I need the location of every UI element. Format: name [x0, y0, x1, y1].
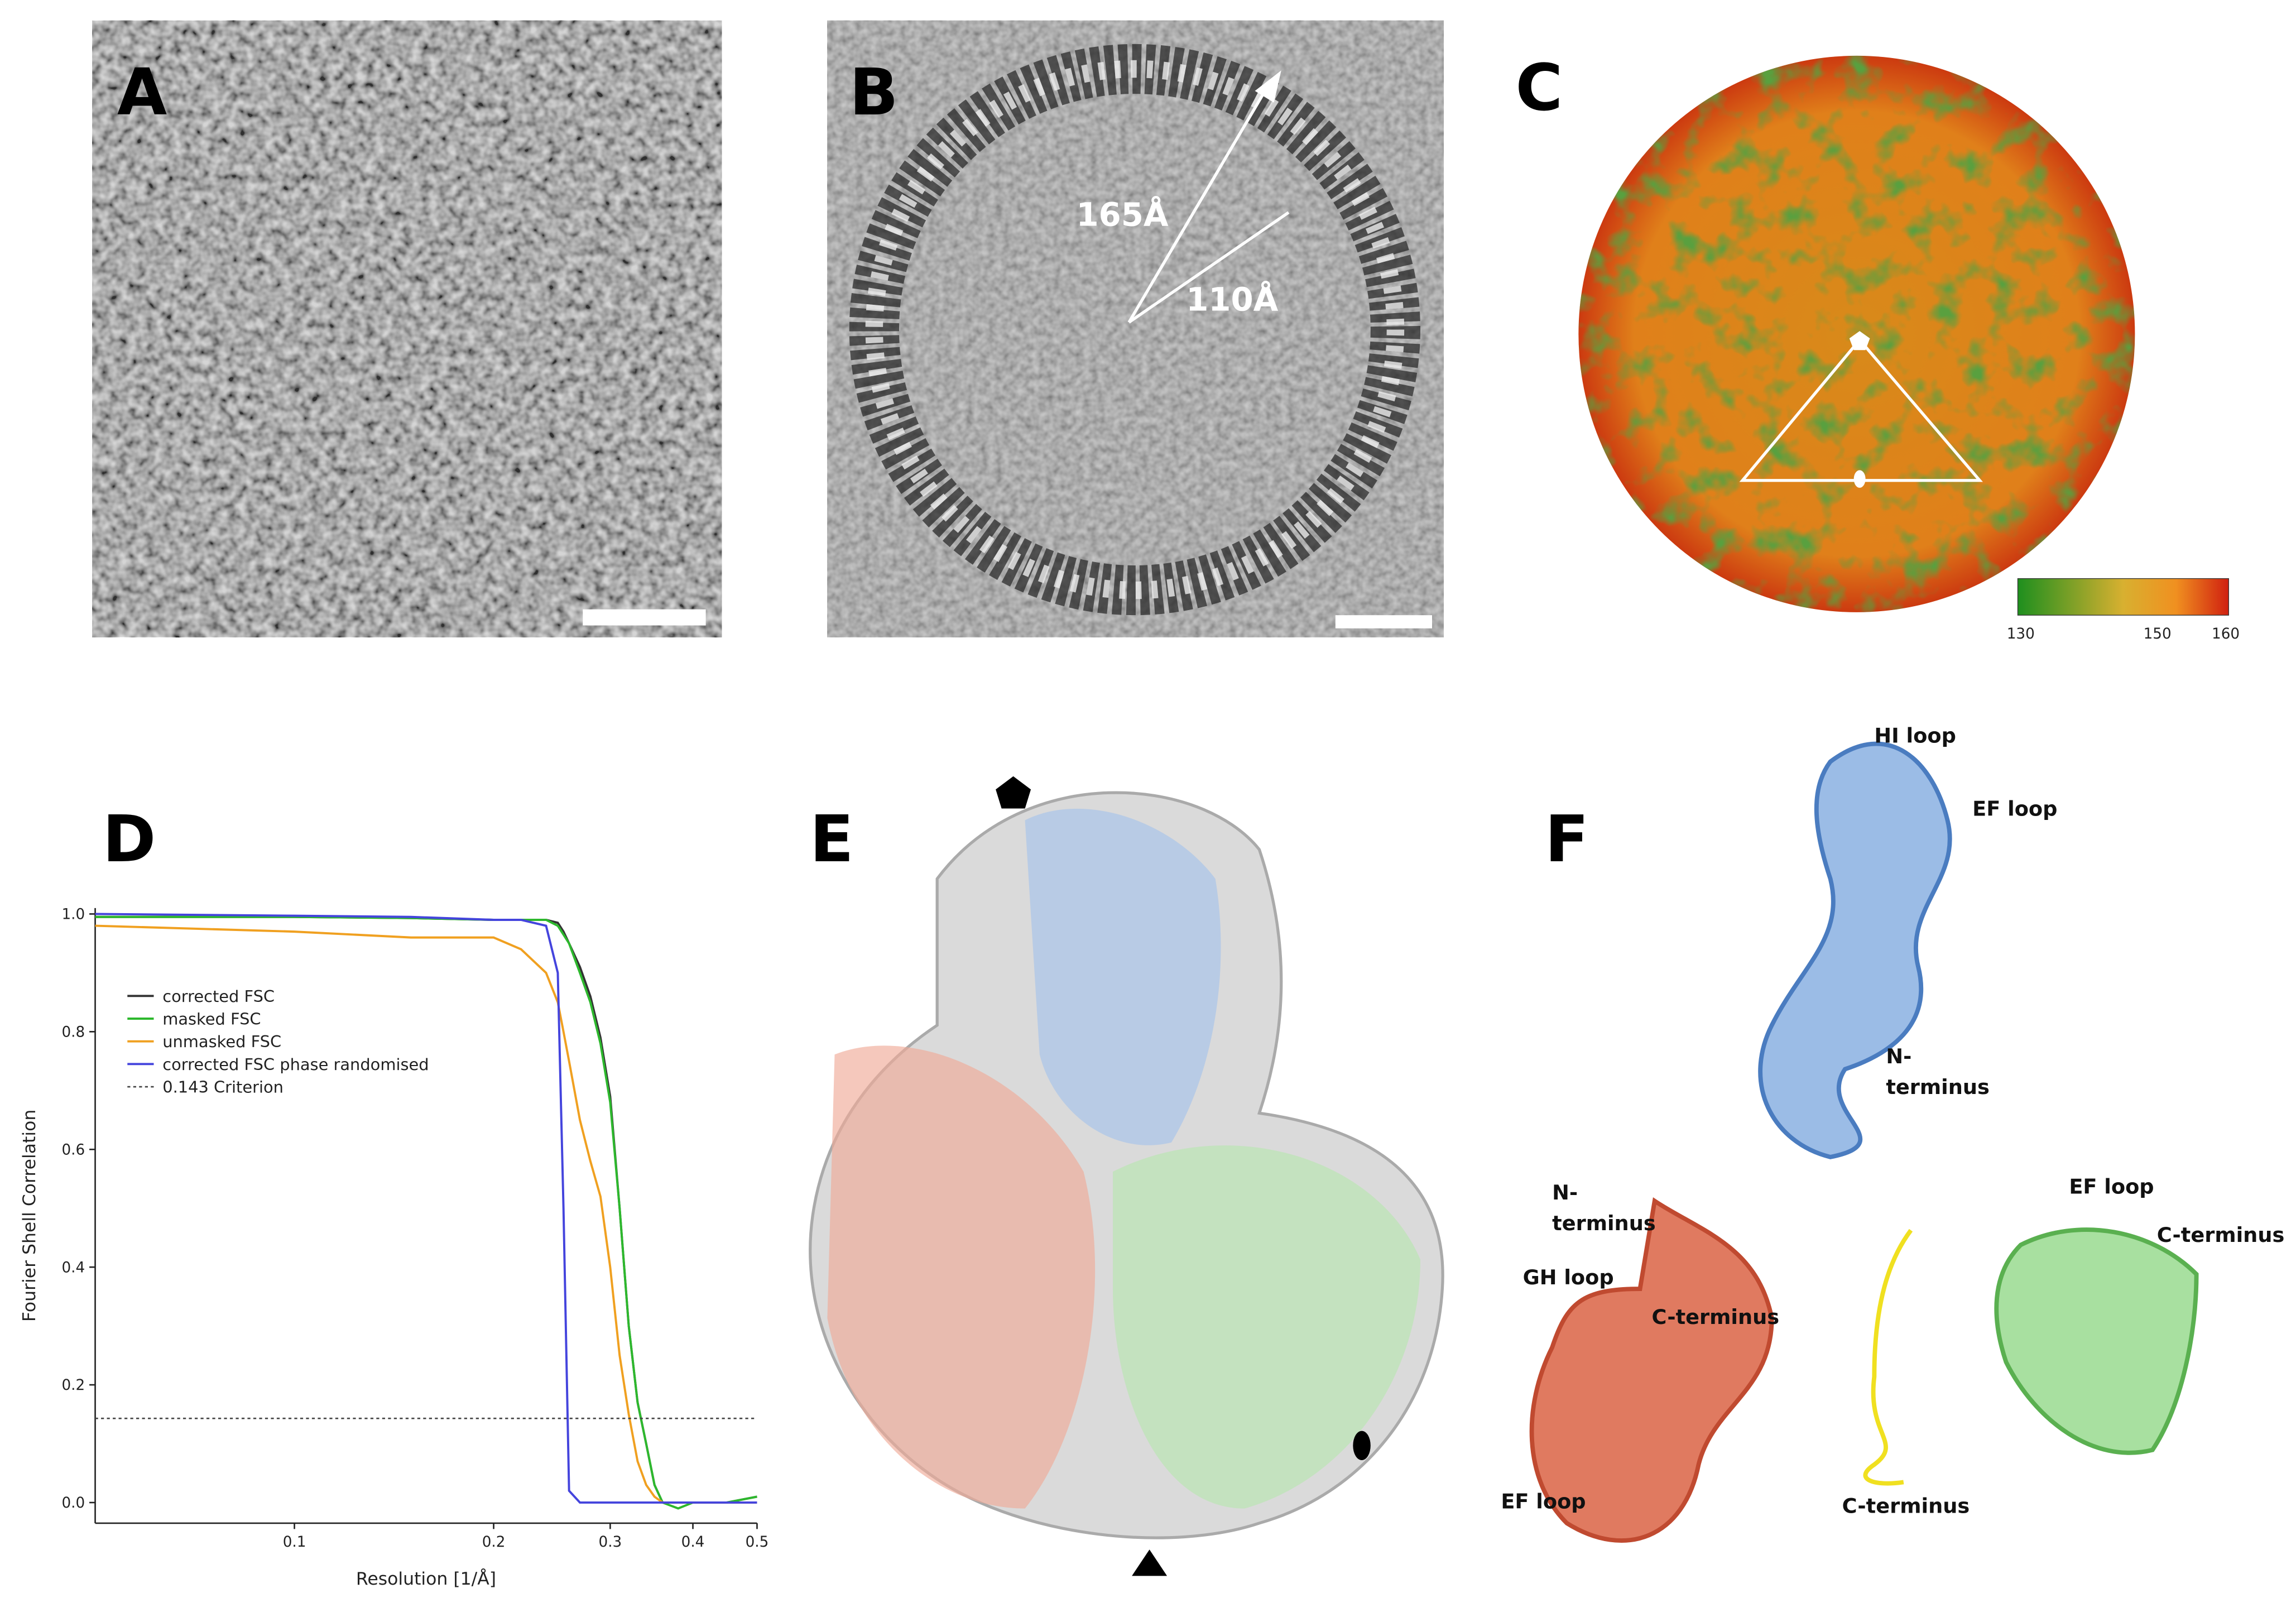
structure-annotation: C-terminus [1842, 1494, 1970, 1518]
vp2-structure [1994, 1227, 2199, 1455]
structure-annotation: HI loop [1874, 723, 1956, 747]
structure-annotation: C-terminus [2157, 1223, 2285, 1247]
panel-label: D [103, 802, 156, 877]
colorbar-tick-label: 150 [2144, 626, 2172, 642]
fivefold-symbol [996, 776, 1031, 809]
series-line [95, 913, 757, 1504]
structure-annotation: EF loop [1501, 1490, 1586, 1514]
colorbar-tick-label: 160 [2212, 626, 2240, 642]
colorbar-tick-label: 130 [2007, 626, 2035, 642]
legend-label: corrected FSC phase randomised [162, 1055, 429, 1074]
vp4-structure [1863, 1229, 1913, 1486]
y-tick-label: 0.6 [61, 1141, 85, 1158]
y-tick-label: 0.0 [61, 1495, 85, 1512]
legend-label: 0.143 Criterion [162, 1078, 284, 1097]
structure-annotation: terminus [1886, 1075, 1990, 1099]
slice-tone [827, 20, 1444, 637]
radius-line [1127, 80, 1272, 323]
annotations: HI loop EF loop N-terminus N-terminus GH loo… [1501, 723, 2284, 1518]
micrograph-tone [92, 20, 722, 637]
reconstruction-slice [827, 20, 1444, 637]
annotation: 110Å [1186, 280, 1278, 318]
legend-label: corrected FSC [162, 987, 275, 1006]
structure-annotation: N- [1552, 1181, 1578, 1205]
panel-label: F [1545, 802, 1589, 877]
y-tick-label: 0.8 [61, 1024, 85, 1041]
x-tick-label: 0.1 [283, 1534, 306, 1551]
panel-label: B [849, 55, 899, 130]
structure-annotation: EF loop [2069, 1175, 2154, 1199]
arrow-head [1255, 70, 1281, 103]
vp1-structure [1758, 741, 1952, 1159]
twofold-symbol [1353, 1431, 1371, 1461]
y-tick-label: 1.0 [61, 906, 85, 923]
x-tick-label: 0.3 [599, 1534, 622, 1551]
panel-label: C [1516, 51, 1563, 126]
threefold-symbol [1132, 1549, 1168, 1576]
x-tick-label: 0.2 [482, 1534, 506, 1551]
scale-bar [1335, 615, 1433, 628]
radius-line [1128, 211, 1290, 324]
panel-label: E [810, 802, 854, 877]
x-tick-label: 0.5 [746, 1534, 769, 1551]
legend-label: unmasked FSC [162, 1032, 281, 1051]
x-axis-label: Resolution [1/Å] [356, 1568, 496, 1589]
vp3-structure [1529, 1197, 1774, 1543]
x-tick-label: 0.4 [681, 1534, 705, 1551]
legend-label: masked FSC [162, 1009, 261, 1028]
vp3-ribbon [827, 1045, 1096, 1509]
structure-annotation: EF loop [1972, 797, 2057, 821]
fsc-chart: 0.0 0.2 0.4 0.6 0.8 1.0 0.1 0.2 0.3 0.4 0.5 Resolut… [20, 906, 768, 1589]
structure-annotation: N- [1886, 1044, 1911, 1068]
colorbar [2017, 578, 2229, 616]
y-tick-label: 0.2 [61, 1377, 85, 1394]
y-axis-label: Fourier Shell Correlation [20, 1110, 40, 1322]
structure-annotation: C-terminus [1652, 1305, 1780, 1329]
twofold-marker [1853, 470, 1866, 488]
y-tick-label: 0.4 [61, 1259, 85, 1276]
annotation: 165Å [1076, 195, 1168, 233]
scale-bar [583, 609, 706, 626]
structure-annotation: GH loop [1523, 1265, 1614, 1289]
structure-annotation: terminus [1552, 1211, 1656, 1235]
fivefold-marker [1849, 331, 1870, 351]
vp2-ribbon [1113, 1145, 1421, 1509]
vp1-ribbon [1025, 808, 1221, 1145]
panel-label: A [117, 55, 167, 130]
capsid-shell-highlight [865, 60, 1405, 599]
micrograph [92, 20, 722, 637]
